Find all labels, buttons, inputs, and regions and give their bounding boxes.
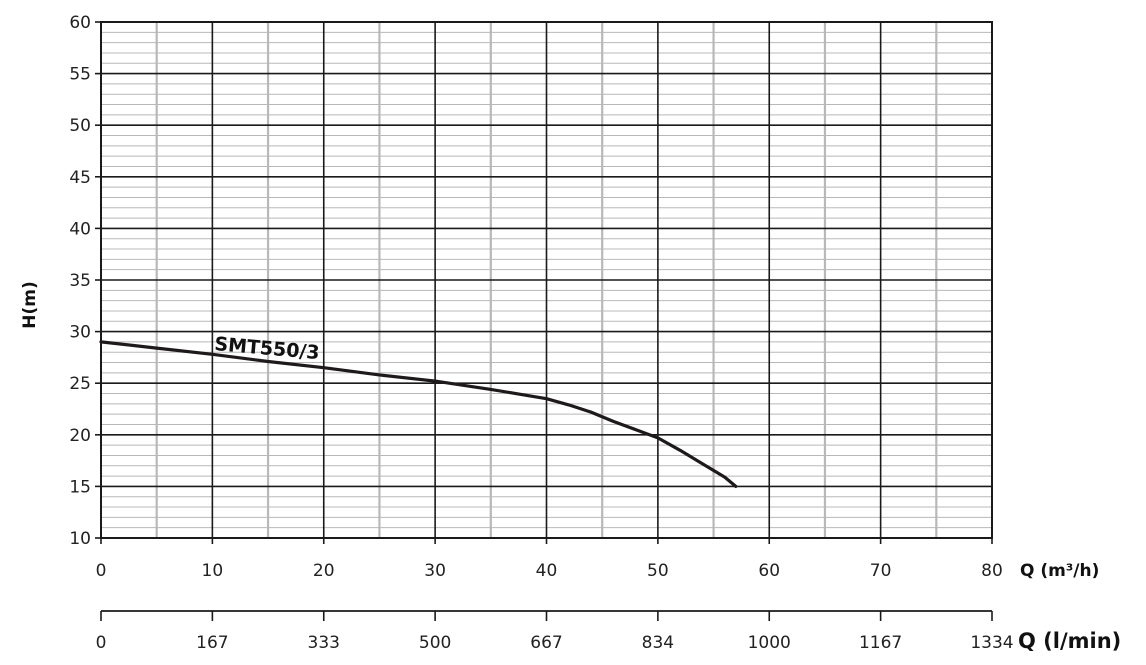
x-tick-label: 40 [536, 561, 558, 581]
secondary-tick-label: 1167 [859, 633, 902, 653]
x-tick-label: 10 [202, 561, 224, 581]
y-tick-label: 60 [69, 13, 91, 33]
y-tick-label: 10 [69, 529, 91, 549]
y-tick-label: 55 [69, 65, 91, 85]
secondary-tick-label: 667 [530, 633, 562, 653]
x-tick-label: 60 [758, 561, 780, 581]
series-line [99, 340, 738, 488]
x-tick-label: 50 [647, 561, 669, 581]
series-label: SMT550/3 [214, 333, 321, 364]
x-tick-label: 30 [424, 561, 446, 581]
secondary-axis: 0 167 333 500 667 834 1000 1167 1334 [96, 610, 1014, 653]
x-tick-label: 70 [870, 561, 892, 581]
major-grid [101, 22, 992, 538]
y-axis-title: H(m) [20, 281, 40, 328]
y-tick-labels: 10 15 20 25 30 35 40 45 50 55 60 [69, 13, 101, 549]
x-tick-label: 80 [981, 561, 1003, 581]
y-tick-label: 30 [69, 323, 91, 343]
x-tick-label: 20 [313, 561, 335, 581]
series-layer [99, 340, 738, 488]
y-tick-label: 20 [69, 426, 91, 446]
secondary-tick-label: 0 [96, 633, 107, 653]
y-tick-label: 35 [69, 271, 91, 291]
secondary-tick-label: 333 [308, 633, 340, 653]
y-tick-label: 25 [69, 374, 91, 394]
y-tick-label: 15 [69, 477, 91, 497]
x-axis-secondary-title: Q (l/min) [1018, 629, 1121, 653]
secondary-tick-label: 1000 [748, 633, 791, 653]
secondary-tick-label: 500 [419, 633, 451, 653]
x-tick-label: 0 [96, 561, 107, 581]
y-tick-label: 50 [69, 116, 91, 136]
y-tick-label: 40 [69, 219, 91, 239]
secondary-tick-label: 1334 [970, 633, 1013, 653]
y-tick-label: 45 [69, 168, 91, 188]
secondary-tick-label: 834 [642, 633, 674, 653]
x-tick-labels: 0 10 20 30 40 50 60 70 80 [96, 538, 1003, 581]
x-axis-title: Q (m³/h) [1020, 561, 1099, 581]
secondary-tick-label: 167 [196, 633, 228, 653]
